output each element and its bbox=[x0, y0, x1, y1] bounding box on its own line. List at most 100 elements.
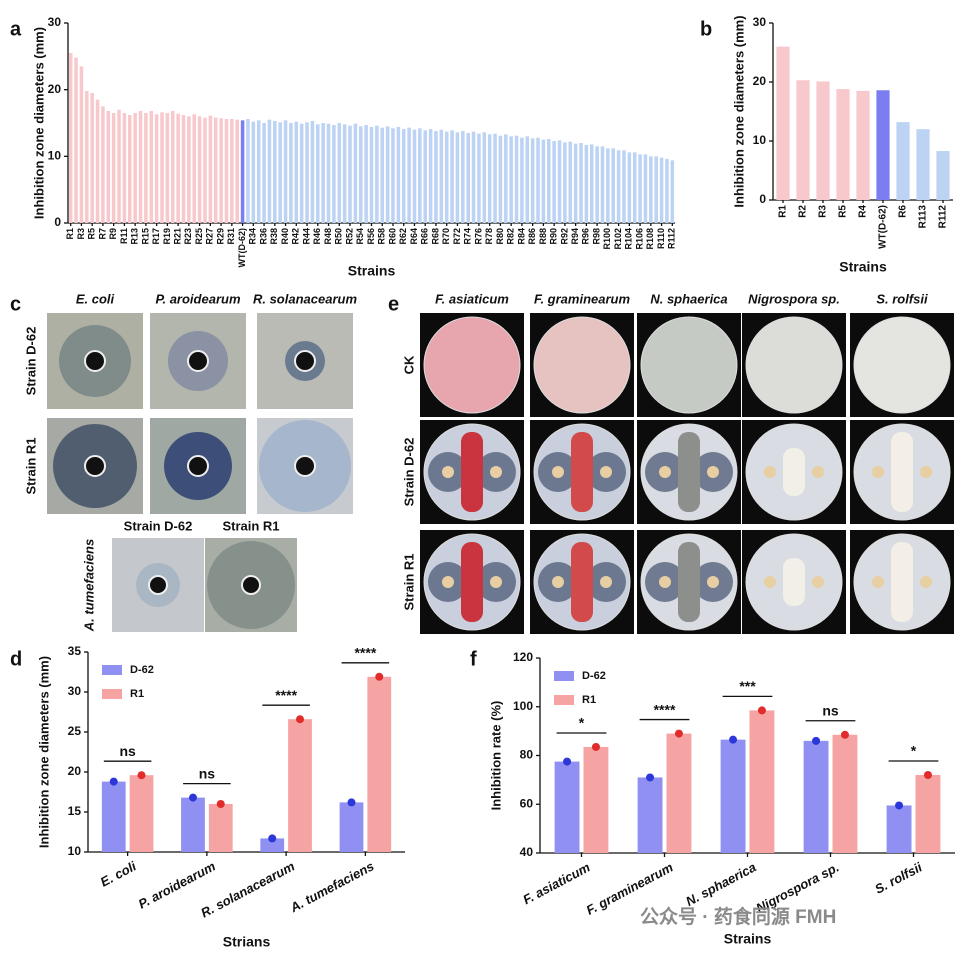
mycelium bbox=[783, 558, 805, 606]
colony bbox=[872, 576, 884, 588]
colony bbox=[659, 576, 671, 588]
bar bbox=[649, 156, 653, 223]
x-tick-label: R112 bbox=[667, 228, 677, 249]
x-tick-label: R36 bbox=[258, 228, 268, 245]
x-tick-label: R90 bbox=[549, 228, 559, 245]
bar bbox=[219, 118, 223, 223]
x-axis-label: Strains bbox=[348, 263, 396, 279]
row-label: Strain R1 bbox=[401, 553, 416, 610]
x-tick-label: R72 bbox=[452, 228, 462, 245]
bar bbox=[246, 119, 250, 223]
bar bbox=[288, 719, 312, 852]
y-axis-label: Inhibition zone diameters (mm) bbox=[731, 15, 746, 207]
bar bbox=[498, 135, 503, 223]
colony bbox=[920, 466, 932, 478]
bar bbox=[749, 710, 775, 853]
x-axis-label: Strains bbox=[724, 931, 772, 947]
colony bbox=[442, 576, 454, 588]
mycelium bbox=[678, 432, 700, 512]
colony bbox=[600, 576, 612, 588]
bar-dot bbox=[109, 777, 118, 786]
bar bbox=[95, 99, 100, 223]
bar bbox=[616, 150, 621, 223]
bar bbox=[428, 129, 433, 223]
x-tick-label: R38 bbox=[269, 228, 279, 245]
column-header: Strain R1 bbox=[222, 518, 279, 533]
x-tick-label: R40 bbox=[280, 228, 290, 245]
x-axis-label: Strains bbox=[839, 259, 887, 275]
mycelium bbox=[571, 542, 593, 622]
bar bbox=[332, 125, 336, 223]
x-tick-label: R106 bbox=[634, 228, 644, 250]
x-tick-label: R15 bbox=[140, 228, 150, 245]
panel-letter: a bbox=[10, 18, 22, 40]
bar bbox=[235, 119, 239, 223]
colony bbox=[490, 576, 502, 588]
x-tick-label: R48 bbox=[323, 228, 333, 245]
mycelium bbox=[461, 542, 483, 622]
bar bbox=[353, 123, 358, 223]
plate bbox=[853, 316, 951, 414]
sig-label: *** bbox=[739, 678, 756, 694]
x-tick-label: R29 bbox=[215, 228, 225, 245]
x-tick-label: R27 bbox=[205, 228, 215, 245]
bar bbox=[208, 115, 213, 223]
x-tick-label: R108 bbox=[645, 228, 655, 250]
y-tick-label: 80 bbox=[520, 748, 534, 762]
bar bbox=[79, 66, 84, 223]
bar bbox=[364, 125, 368, 223]
sig-label: **** bbox=[275, 687, 297, 703]
bar bbox=[654, 156, 658, 223]
sig-label: **** bbox=[354, 645, 376, 661]
bar bbox=[305, 122, 309, 223]
legend-swatch bbox=[102, 689, 122, 699]
bar bbox=[283, 120, 288, 223]
x-tick-label: R60 bbox=[387, 228, 397, 245]
bar bbox=[836, 89, 850, 200]
x-tick-label: R31 bbox=[226, 228, 236, 245]
bar bbox=[816, 81, 830, 200]
mycelium bbox=[571, 432, 593, 512]
y-tick-label: 20 bbox=[68, 764, 82, 778]
bar bbox=[348, 125, 352, 223]
bar bbox=[418, 128, 422, 223]
colony bbox=[872, 466, 884, 478]
colony bbox=[600, 466, 612, 478]
well bbox=[84, 455, 106, 477]
column-header: N. sphaerica bbox=[650, 291, 727, 306]
bar-dot bbox=[729, 735, 738, 744]
bar bbox=[101, 781, 126, 852]
bar-dot bbox=[757, 706, 766, 715]
bar bbox=[622, 150, 626, 223]
x-tick-label: R94 bbox=[570, 228, 580, 245]
sig-label: ns bbox=[119, 743, 136, 759]
bar bbox=[278, 122, 282, 223]
x-tick-label: R58 bbox=[377, 228, 387, 245]
row-label: Strain R1 bbox=[23, 437, 38, 494]
x-tick-label: R2 bbox=[798, 205, 809, 218]
y-axis-label: Inhibition rate (%) bbox=[488, 701, 503, 811]
x-tick-label: A. tumefaciens bbox=[287, 858, 377, 915]
x-tick-label: R23 bbox=[183, 228, 193, 245]
bar bbox=[573, 143, 578, 223]
x-tick-label: R100 bbox=[602, 228, 612, 250]
y-tick-label: 10 bbox=[48, 149, 62, 163]
plate bbox=[640, 316, 738, 414]
bar bbox=[111, 113, 116, 223]
sig-label: ns bbox=[822, 702, 839, 718]
bar bbox=[583, 746, 609, 853]
y-axis-label: Inhibition zone diameters (mm) bbox=[36, 656, 51, 848]
y-tick-label: 20 bbox=[753, 74, 767, 88]
bar-dot bbox=[137, 771, 146, 780]
bar bbox=[514, 135, 519, 223]
bar bbox=[337, 123, 342, 223]
x-tick-label: R11 bbox=[119, 228, 129, 244]
y-tick-label: 15 bbox=[68, 804, 82, 818]
bar bbox=[197, 116, 202, 223]
x-tick-label: R64 bbox=[409, 228, 419, 245]
bar bbox=[208, 804, 233, 852]
bar-dot bbox=[188, 793, 197, 802]
column-header: E. coli bbox=[76, 291, 115, 306]
legend-label: D-62 bbox=[130, 664, 154, 676]
